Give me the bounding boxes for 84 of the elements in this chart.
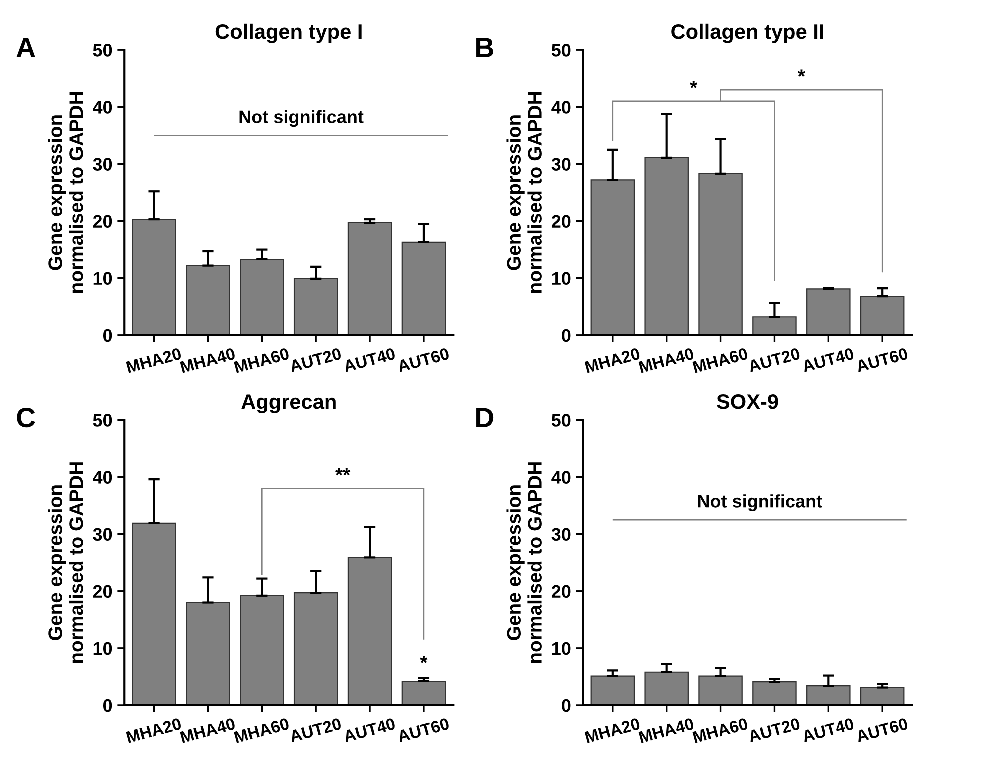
y-tick-label: 40 [93,471,112,484]
x-tick-label: MHA20 [126,348,182,374]
x-tick-label: MHA20 [584,718,641,744]
x-tick-label: AUT60 [396,718,450,743]
y-axis-title: Gene expression normalised to GAPDH [48,462,84,664]
y-tick-label: 20 [552,215,571,228]
x-tick-label: AUT40 [343,718,396,743]
bar [294,278,338,336]
bar [294,592,338,706]
x-tick-label: AUT20 [289,348,342,373]
y-tick-label: 20 [552,585,571,598]
annotation: * [798,70,806,78]
x-tick-label: MHA40 [180,348,236,374]
y-tick-label: 50 [552,414,571,427]
bar [402,680,446,706]
y-axis-title: Gene expression normalised to GAPDH [48,92,84,294]
y-tick-label: 30 [93,528,112,542]
bar [186,602,230,706]
y-tick-label: 10 [552,272,571,286]
text: C [17,408,36,428]
text: D [476,408,494,428]
chart-title: Collagen type I [216,24,362,44]
x-tick-label: AUT60 [396,348,450,373]
ref-line-label: Not significant [698,494,822,512]
x-tick-label: AUT20 [289,718,342,743]
bar [806,288,851,336]
bar [186,265,230,336]
bar [348,222,392,336]
bar [644,157,689,336]
y-tick-label: 40 [552,101,571,114]
y-tick-label: 50 [93,414,112,427]
y-axis-title: Gene expression normalised to GAPDH [506,92,542,294]
y-tick-label: 30 [552,158,571,171]
x-tick-label: AUT40 [343,348,396,373]
y-tick-label: 40 [552,471,571,484]
chart-title: Collagen type II [672,24,824,44]
y-axis-title: Gene expression normalised to GAPDH [506,462,542,664]
x-tick-label: MHA60 [692,718,749,744]
bar [132,522,176,706]
bar [752,316,797,336]
x-tick-label: MHA40 [638,718,695,744]
bar [402,242,446,336]
x-tick-label: MHA20 [584,348,641,374]
chart-title: SOX-9 [717,394,778,410]
text: B [476,38,494,58]
y-tick-label: 0 [562,699,571,712]
annotation: ** [336,468,351,476]
y-tick-label: 50 [552,44,571,57]
y-tick-label: 30 [93,158,112,171]
y-tick-label: 10 [94,642,112,656]
bar [698,173,743,336]
x-tick-label: MHA40 [638,348,695,374]
y-tick-label: 0 [103,329,112,342]
y-tick-label: 40 [93,101,112,114]
x-tick-label: MHA60 [234,348,290,374]
y-tick-label: 10 [94,272,112,286]
x-tick-label: MHA20 [126,718,182,744]
y-tick-label: 20 [93,585,112,598]
x-tick-label: MHA60 [234,718,290,744]
y-tick-label: 0 [103,699,112,712]
x-tick-label: AUT60 [856,718,909,743]
annotation: * [420,656,428,664]
y-tick-label: 0 [562,329,571,342]
x-tick-label: AUT60 [856,348,909,373]
bar [860,296,905,336]
y-tick-label: 50 [93,44,112,57]
x-tick-label: AUT20 [748,718,801,743]
bar [590,180,636,336]
bar [132,219,176,336]
x-tick-label: AUT20 [748,348,801,373]
y-tick-label: 20 [93,215,112,228]
bar [240,595,284,706]
chart-title: Aggrecan [242,394,336,414]
bar [240,258,284,336]
annotation: * [690,81,698,88]
x-tick-label: AUT40 [802,718,855,743]
text: A [16,38,36,58]
x-tick-label: MHA60 [692,348,749,374]
ref-line-label: Not significant [240,110,364,128]
x-tick-label: AUT40 [802,348,855,373]
x-tick-label: MHA40 [180,718,236,744]
bar [348,557,392,706]
y-tick-label: 10 [552,642,571,656]
y-tick-label: 30 [552,528,571,542]
